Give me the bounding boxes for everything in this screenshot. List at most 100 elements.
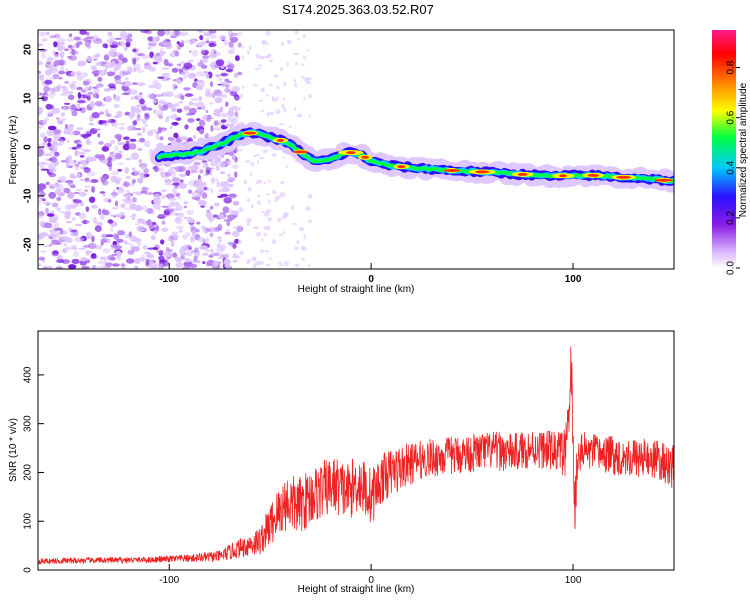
noise-speckle bbox=[97, 40, 104, 44]
noise-speckle bbox=[40, 93, 49, 96]
noise-speckle bbox=[144, 124, 149, 127]
noise-speckle bbox=[241, 45, 244, 49]
noise-speckle bbox=[268, 179, 271, 183]
noise-speckle bbox=[150, 40, 157, 47]
noise-speckle bbox=[132, 167, 136, 172]
noise-speckle bbox=[78, 191, 87, 197]
noise-speckle bbox=[201, 105, 206, 111]
noise-speckle bbox=[261, 211, 266, 214]
noise-speckle bbox=[185, 170, 191, 176]
noise-speckle bbox=[51, 184, 60, 188]
noise-speckle bbox=[216, 242, 221, 248]
noise-speckle bbox=[161, 227, 169, 232]
noise-speckle bbox=[131, 179, 136, 184]
noise-speckle bbox=[153, 109, 157, 114]
noise-speckle bbox=[219, 171, 226, 174]
noise-speckle bbox=[53, 133, 58, 140]
noise-speckle bbox=[141, 106, 148, 111]
noise-speckle bbox=[214, 178, 219, 182]
noise-speckle bbox=[136, 69, 145, 73]
noise-speckle bbox=[174, 50, 180, 57]
noise-speckle bbox=[110, 244, 118, 248]
noise-speckle bbox=[233, 117, 240, 120]
noise-speckle bbox=[293, 78, 296, 83]
noise-speckle bbox=[135, 222, 140, 226]
noise-speckle bbox=[200, 48, 209, 51]
noise-speckle bbox=[210, 48, 216, 54]
noise-speckle bbox=[125, 258, 135, 264]
noise-speckle bbox=[179, 136, 188, 141]
noise-speckle bbox=[114, 145, 119, 152]
noise-speckle bbox=[67, 165, 73, 169]
noise-speckle bbox=[83, 167, 89, 170]
noise-speckle bbox=[163, 41, 172, 47]
noise-speckle bbox=[134, 108, 141, 114]
noise-speckle bbox=[237, 71, 243, 76]
noise-speckle bbox=[283, 82, 287, 87]
noise-speckle bbox=[136, 113, 141, 120]
noise-speckle bbox=[84, 189, 89, 192]
noise-speckle bbox=[265, 263, 271, 267]
noise-speckle bbox=[224, 88, 231, 93]
noise-speckle bbox=[277, 261, 283, 264]
noise-speckle bbox=[143, 251, 151, 255]
noise-speckle bbox=[95, 245, 103, 250]
noise-speckle bbox=[137, 147, 143, 152]
noise-speckle bbox=[217, 214, 225, 219]
noise-speckle bbox=[214, 97, 223, 104]
noise-speckle bbox=[99, 191, 106, 194]
noise-speckle bbox=[78, 212, 87, 220]
noise-speckle bbox=[235, 55, 240, 62]
noise-speckle bbox=[48, 236, 53, 239]
noise-speckle bbox=[155, 83, 162, 90]
noise-speckle bbox=[79, 159, 87, 165]
noise-speckle bbox=[94, 54, 100, 59]
noise-speckle bbox=[218, 252, 225, 259]
noise-speckle bbox=[143, 140, 151, 148]
noise-speckle bbox=[268, 53, 272, 57]
y-tick-label: -20 bbox=[23, 237, 34, 252]
noise-speckle bbox=[248, 45, 252, 51]
noise-speckle bbox=[164, 77, 171, 80]
noise-speckle bbox=[223, 258, 231, 265]
noise-speckle bbox=[93, 87, 100, 95]
noise-speckle bbox=[75, 203, 79, 207]
noise-speckle bbox=[127, 125, 133, 131]
noise-speckle bbox=[284, 212, 289, 217]
noise-speckle bbox=[187, 218, 196, 224]
noise-speckle bbox=[111, 194, 117, 199]
ridge-hotspot-core bbox=[616, 175, 631, 179]
noise-speckle bbox=[212, 252, 220, 256]
noise-speckle bbox=[210, 187, 214, 194]
noise-speckle bbox=[38, 183, 47, 190]
noise-speckle bbox=[226, 64, 233, 68]
noise-speckle bbox=[172, 252, 178, 258]
noise-speckle bbox=[54, 142, 59, 147]
noise-speckle bbox=[306, 77, 312, 81]
noise-speckle bbox=[52, 73, 60, 79]
colorbar-tick-label: 0.0 bbox=[726, 261, 737, 275]
noise-speckle bbox=[100, 123, 109, 127]
noise-speckle bbox=[78, 147, 83, 151]
noise-speckle bbox=[155, 133, 160, 140]
noise-speckle bbox=[141, 186, 148, 194]
noise-speckle bbox=[45, 116, 50, 122]
noise-speckle bbox=[308, 94, 312, 99]
noise-speckle bbox=[88, 250, 93, 254]
noise-speckle bbox=[235, 148, 243, 152]
noise-speckle bbox=[110, 226, 114, 233]
noise-speckle bbox=[44, 158, 51, 162]
noise-speckle bbox=[109, 139, 116, 145]
noise-speckle bbox=[257, 160, 260, 165]
noise-speckle bbox=[65, 220, 73, 224]
noise-speckle bbox=[254, 261, 260, 266]
noise-speckle bbox=[253, 84, 258, 87]
noise-speckle bbox=[125, 176, 131, 179]
noise-speckle bbox=[69, 175, 77, 179]
noise-speckle bbox=[233, 252, 237, 256]
snr-xlabel: Height of straight line (km) bbox=[298, 584, 415, 595]
noise-speckle bbox=[185, 39, 191, 43]
noise-speckle bbox=[71, 81, 78, 84]
noise-speckle bbox=[175, 204, 184, 211]
ridge-hotspot-core bbox=[276, 138, 284, 142]
